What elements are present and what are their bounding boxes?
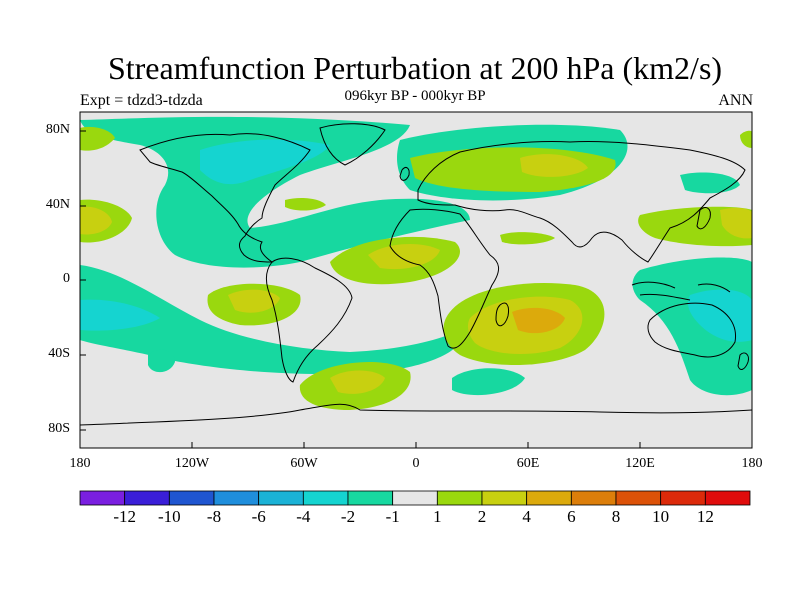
map-frame (79, 111, 753, 449)
season-label: ANN (718, 92, 753, 109)
contour-region (688, 289, 752, 342)
contour-region (500, 232, 555, 245)
contour-region (452, 368, 525, 396)
lat-label-40n: 40N (45, 197, 70, 212)
colorbar-tick-label: -6 (251, 507, 266, 526)
lat-label-0: 0 (63, 271, 70, 286)
contour-region (740, 130, 752, 148)
colorbar-tick-label: 8 (611, 507, 621, 526)
colorbar-swatch (526, 490, 572, 506)
contour-region (200, 139, 330, 185)
coastline-africa (389, 208, 499, 349)
coastline-madagascar (495, 302, 509, 327)
colorbar (79, 490, 751, 506)
colorbar-tick-label: 1 (433, 507, 442, 526)
coastline-new-zealand (737, 352, 749, 370)
colorbar-swatch (347, 490, 394, 506)
lat-label-80n: 80N (45, 122, 70, 137)
colorbar-swatch (570, 490, 617, 506)
colorbar-swatch (168, 490, 215, 506)
colorbar-swatch (258, 490, 304, 506)
contour-region (80, 126, 115, 151)
coastline-indonesia (631, 281, 731, 301)
contour-region (80, 116, 470, 268)
contour-region (80, 206, 112, 235)
colorbar-swatch (213, 490, 260, 506)
colorbar-swatch (302, 490, 349, 506)
colorbar-tick-label: 6 (567, 507, 576, 526)
colorbar-swatch (615, 490, 662, 506)
coastline-british-isles (399, 167, 410, 181)
contour-region (330, 370, 385, 394)
coastline-south-america (265, 257, 353, 383)
colorbar-swatch (704, 490, 751, 506)
contour-region (148, 349, 175, 373)
chart-title: Streamfunction Perturbation at 200 hPa (… (107, 50, 723, 86)
contour-region (80, 265, 462, 375)
colorbar-swatch (660, 490, 706, 506)
colorbar-swatch (392, 490, 438, 506)
colorbar-swatch (124, 490, 170, 506)
chart-subtitle: 096kyr BP - 000kyr BP (344, 88, 486, 104)
contour-region (80, 299, 160, 331)
colorbar-swatch (481, 490, 528, 506)
lon-label-60e: 60E (516, 456, 540, 471)
lon-label-120e: 120E (625, 456, 655, 471)
lon-label-180w: 180 (69, 456, 91, 471)
colorbar-tick-label: 4 (522, 507, 531, 526)
colorbar-tick-label: -8 (206, 507, 222, 526)
colorbar-swatch (436, 490, 483, 506)
lon-label-180e: 180 (741, 456, 763, 471)
contour-region (368, 243, 440, 270)
contour-region (228, 289, 280, 313)
contour-region (720, 207, 752, 239)
lat-label-40s: 40S (48, 346, 70, 361)
colorbar-tick-label: 10 (652, 507, 670, 526)
experiment-label: Expt = tdzd3-tdzda (80, 92, 203, 109)
colorbar-tick-label: -1 (385, 507, 400, 526)
contour-region (520, 154, 588, 177)
colorbar-tick-label: -4 (296, 507, 311, 526)
coastlines (80, 123, 752, 426)
contour-region (512, 307, 565, 334)
colorbar-tick-label: 12 (696, 507, 714, 526)
colorbar-tick-label: 2 (477, 507, 487, 526)
coastline-greenland (319, 123, 386, 166)
lon-label-120w: 120W (174, 456, 210, 471)
colorbar-tick-label: -2 (340, 507, 356, 526)
lat-label-80s: 80S (48, 421, 70, 436)
lon-label-60w: 60W (290, 456, 318, 471)
lon-label-0: 0 (412, 456, 420, 471)
contour-fields (80, 116, 752, 410)
colorbar-swatch (79, 490, 126, 506)
coastline-australia (647, 302, 737, 358)
colorbar-tick-label: -12 (113, 507, 136, 526)
contour-region (680, 172, 740, 194)
coastline-eurasia (417, 141, 746, 263)
coastline-north-america (139, 133, 311, 263)
coastline-antarctica (80, 403, 752, 426)
contour-region (285, 197, 326, 211)
colorbar-tick-label: -10 (157, 507, 181, 526)
coastline-japan (696, 207, 711, 230)
